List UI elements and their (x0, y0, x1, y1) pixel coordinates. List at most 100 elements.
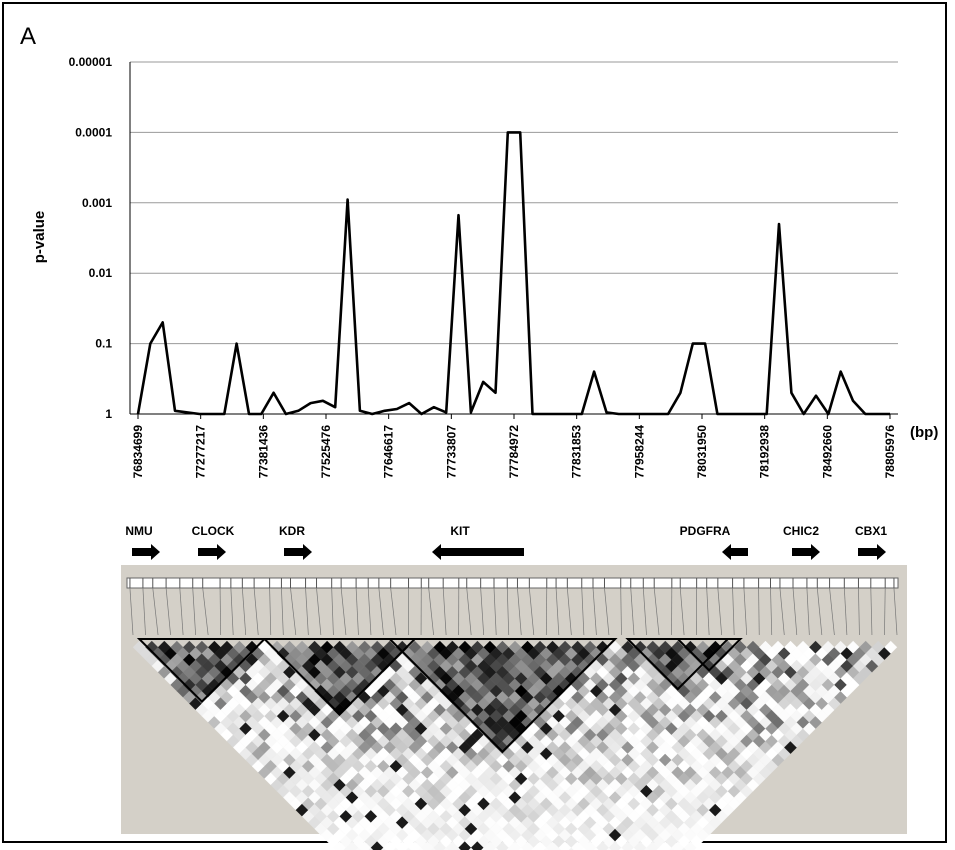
marker-connector (566, 587, 572, 636)
ld-cell (581, 847, 587, 850)
ld-cell (506, 847, 512, 850)
marker-connector (428, 587, 434, 636)
marker-connector (870, 587, 873, 636)
gene-arrow-kit (432, 544, 524, 560)
marker-connector (792, 587, 798, 636)
p-value-chart: 0.00001 0.0001 0.001 0.01 0.1 1 76834699 77277… (31, 55, 938, 478)
ld-cell (431, 847, 437, 850)
x-tick-labels: 76834699 77277217 77381436 77525476 77646617… (131, 414, 897, 478)
y-axis-label: p-value (31, 211, 48, 264)
y-tick-label: 0.00001 (69, 55, 113, 69)
y-tick-label: 0.01 (89, 266, 113, 280)
marker-connector (679, 587, 685, 636)
gene-arrow-kdr (284, 544, 312, 560)
marker-connector (230, 587, 234, 636)
marker-connector (355, 587, 359, 636)
marker-connector (779, 587, 785, 636)
marker-connector (378, 587, 384, 636)
x-tick-label: 78031950 (695, 425, 709, 479)
y-tick-label: 0.1 (95, 337, 112, 351)
ld-cell (631, 847, 637, 850)
x-tick-label: 76834699 (131, 425, 145, 479)
marker-connector (592, 587, 597, 636)
ld-cell (531, 847, 537, 850)
marker-connector (829, 587, 835, 636)
gene-arrow-pdgfra (722, 544, 748, 560)
x-tick-label: 77381436 (256, 425, 270, 479)
y-tick-label: 0.001 (82, 196, 112, 210)
marker-connector (179, 587, 184, 636)
marker-connector (165, 587, 171, 636)
ld-cell (443, 847, 449, 850)
marker-connector (305, 587, 309, 636)
x-axis-label: (bp) (910, 424, 938, 441)
marker-connector (806, 587, 810, 636)
p-value-line (136, 131, 890, 416)
haplotype-block (262, 638, 418, 716)
gene-label-nmu: NMU (125, 524, 152, 538)
ld-cell (493, 847, 499, 850)
x-tick-label: 78192938 (758, 425, 772, 479)
marker-connector (493, 587, 497, 636)
marker-connector (442, 587, 447, 636)
haplotype-block (136, 638, 267, 704)
ld-cell (368, 847, 374, 850)
ld-cell (343, 847, 349, 850)
marker-connector (743, 587, 748, 636)
x-tick-label: 77733807 (444, 425, 458, 479)
haplotype-blocks (136, 638, 743, 754)
ld-cell (669, 847, 675, 850)
marker-connector (152, 587, 159, 636)
marker-connector (506, 587, 510, 636)
marker-connector (340, 587, 347, 636)
marker-connector (316, 587, 322, 636)
ld-cell (393, 847, 399, 850)
marker-connector (706, 587, 710, 636)
ld-cell (380, 847, 387, 850)
marker-connector (466, 587, 472, 636)
x-tick-label: 77784972 (507, 425, 521, 479)
marker-connector (630, 587, 635, 636)
gene-arrow-nmu (132, 544, 160, 560)
marker-connector (290, 587, 297, 636)
marker-ticks (129, 578, 895, 588)
marker-bar (126, 577, 899, 589)
gene-track: NMU CLOCK KDR KIT PDGFRA CHIC2 CBX1 (125, 524, 887, 560)
ld-cell (643, 847, 650, 850)
gene-label-pdgfra: PDGFRA (680, 524, 731, 538)
ld-cell (518, 847, 524, 850)
marker-connector (129, 587, 134, 636)
gene-label-cbx1: CBX1 (855, 524, 887, 538)
marker-connector (367, 587, 372, 636)
marker-connector (192, 587, 196, 636)
ld-cell (606, 847, 612, 850)
marker-connector (331, 587, 334, 636)
marker-connector (770, 587, 773, 636)
ld-cell (556, 847, 562, 850)
ld-cell (456, 847, 462, 850)
marker-connector (893, 587, 898, 636)
haplotype-block (387, 638, 618, 754)
x-tick-label: 77525476 (319, 425, 333, 479)
marker-connector (642, 587, 647, 636)
marker-connector (202, 587, 209, 636)
marker-connector (717, 587, 723, 636)
marker-connector (653, 587, 660, 636)
marker-connectors (129, 587, 898, 636)
ld-cell (418, 847, 424, 850)
marker-connector (480, 587, 485, 636)
x-tick-label: 77646617 (382, 425, 396, 479)
marker-connector (620, 587, 622, 636)
marker-connector (843, 587, 848, 636)
marker-connector (604, 587, 610, 636)
ld-cell (543, 847, 549, 850)
gene-label-clock: CLOCK (192, 524, 235, 538)
ld-heatmap (132, 640, 898, 850)
marker-connector (732, 587, 735, 636)
marker-connector (581, 587, 585, 636)
marker-connector (758, 587, 760, 636)
ld-cell (481, 847, 487, 850)
marker-connector (142, 587, 146, 636)
haplotype-block (675, 638, 743, 672)
